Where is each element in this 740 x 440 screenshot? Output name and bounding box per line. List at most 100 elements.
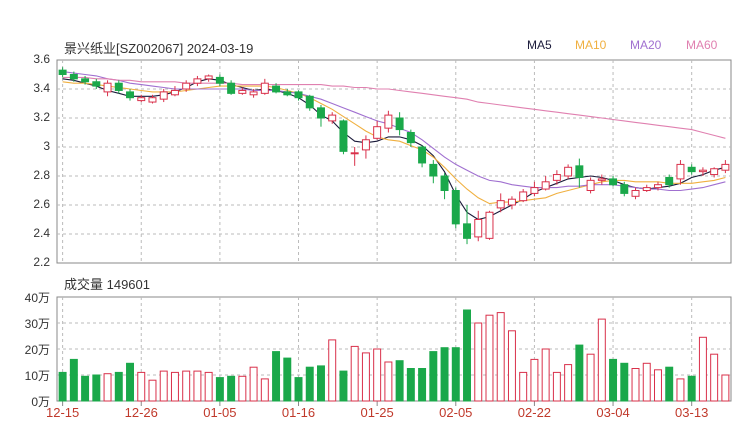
candle-body [586,179,595,192]
volume-bar [507,330,516,402]
volume-bar [58,371,67,402]
candle-body [148,97,157,103]
candle-body [676,163,685,180]
volume-bar [687,375,696,402]
candle-body [114,82,123,91]
price-tick-label: 2.8 [33,168,50,182]
volume-bar [249,366,258,402]
volume-bar [698,336,707,402]
volume-bar [395,360,404,402]
volume-bar [463,309,471,402]
candle-body [698,169,707,173]
volume-bar [283,357,292,402]
candle-body [530,187,539,194]
candle-body [575,165,584,178]
volume-bar [665,366,674,402]
volume-bar [339,370,348,402]
candle-body [182,82,191,90]
candle-body [249,91,258,96]
volume-bar [552,371,561,402]
volume-bar [92,374,101,402]
volume-bar [721,374,730,402]
volume-bar [294,377,303,402]
price-tick-label: 2.4 [33,226,50,240]
volume-bar [440,347,449,402]
legend-ma10: MA10 [575,38,607,52]
candle-body [665,176,674,186]
volume-bar [654,369,662,402]
volume-bar [384,361,393,402]
volume-bar [710,353,719,402]
candle-body [193,78,202,84]
x-tick-label: 12-15 [45,405,80,420]
volume-bar [631,368,640,402]
volume-bar [519,371,528,402]
candle-body [103,82,112,93]
candle-body [328,114,337,122]
candle-body [631,190,640,197]
volume-tick-label: 40万 [24,291,50,305]
volume-bar [170,371,179,402]
candle-body [339,120,348,152]
candle-body [451,190,460,225]
x-tick-label: 03-13 [675,405,709,420]
candle-body [238,89,247,94]
price-tick-label: 3 [43,139,50,153]
candle-body [283,91,292,96]
volume-bar [429,351,438,402]
candle-body [620,184,629,194]
candle-body [507,198,516,206]
candle-body [159,91,168,100]
candle-body [137,97,146,102]
candle-body [474,219,483,238]
volume-bar [159,370,168,402]
volume-bar [227,375,236,402]
candle-body [418,146,427,164]
candle-body [654,184,662,189]
volume-bar [238,375,247,402]
volume-bar [474,322,483,402]
candle-body [373,126,382,139]
candle-body [305,95,314,109]
candle-body [710,168,719,176]
volume-bar [215,377,224,402]
volume-bar [361,352,370,402]
x-tick-label: 01-16 [281,405,316,420]
price-tick-label: 3.4 [33,81,50,95]
legend-ma60: MA60 [686,38,718,52]
volume-tick-label: 10万 [24,369,50,383]
price-tick-label: 3.6 [33,52,50,66]
volume-bar [305,366,314,402]
x-tick-label: 02-22 [517,405,552,420]
candle-body [58,69,67,76]
volume-tick-label: 20万 [24,343,50,357]
volume-bar [418,368,427,402]
candle-body [204,75,213,80]
volume-bar [586,353,595,402]
volume-title: 成交量 149601 [64,277,150,292]
candle-body [361,139,370,151]
x-tick-label: 02-05 [439,405,473,420]
candle-body [294,91,303,99]
volume-bar [272,351,281,402]
volume-bar [676,378,685,402]
candle-body [81,78,90,83]
volume-bar [406,368,415,402]
candle-body [260,82,269,94]
candle-body [406,132,415,144]
candle-body [564,166,573,177]
volume-bar [575,344,584,402]
candle-body [519,191,528,202]
candle-body [350,152,359,155]
candle-body [170,89,179,96]
volume-bar [204,371,213,402]
candle-body [429,163,438,177]
volume-bar [530,358,539,402]
volume-bar [451,347,460,402]
candle-body [463,223,471,239]
x-tick-label: 12-26 [124,405,158,420]
candle-body [609,178,618,186]
volume-bar [103,373,112,402]
candle-body [642,187,651,192]
x-tick-label: 03-04 [596,405,630,420]
